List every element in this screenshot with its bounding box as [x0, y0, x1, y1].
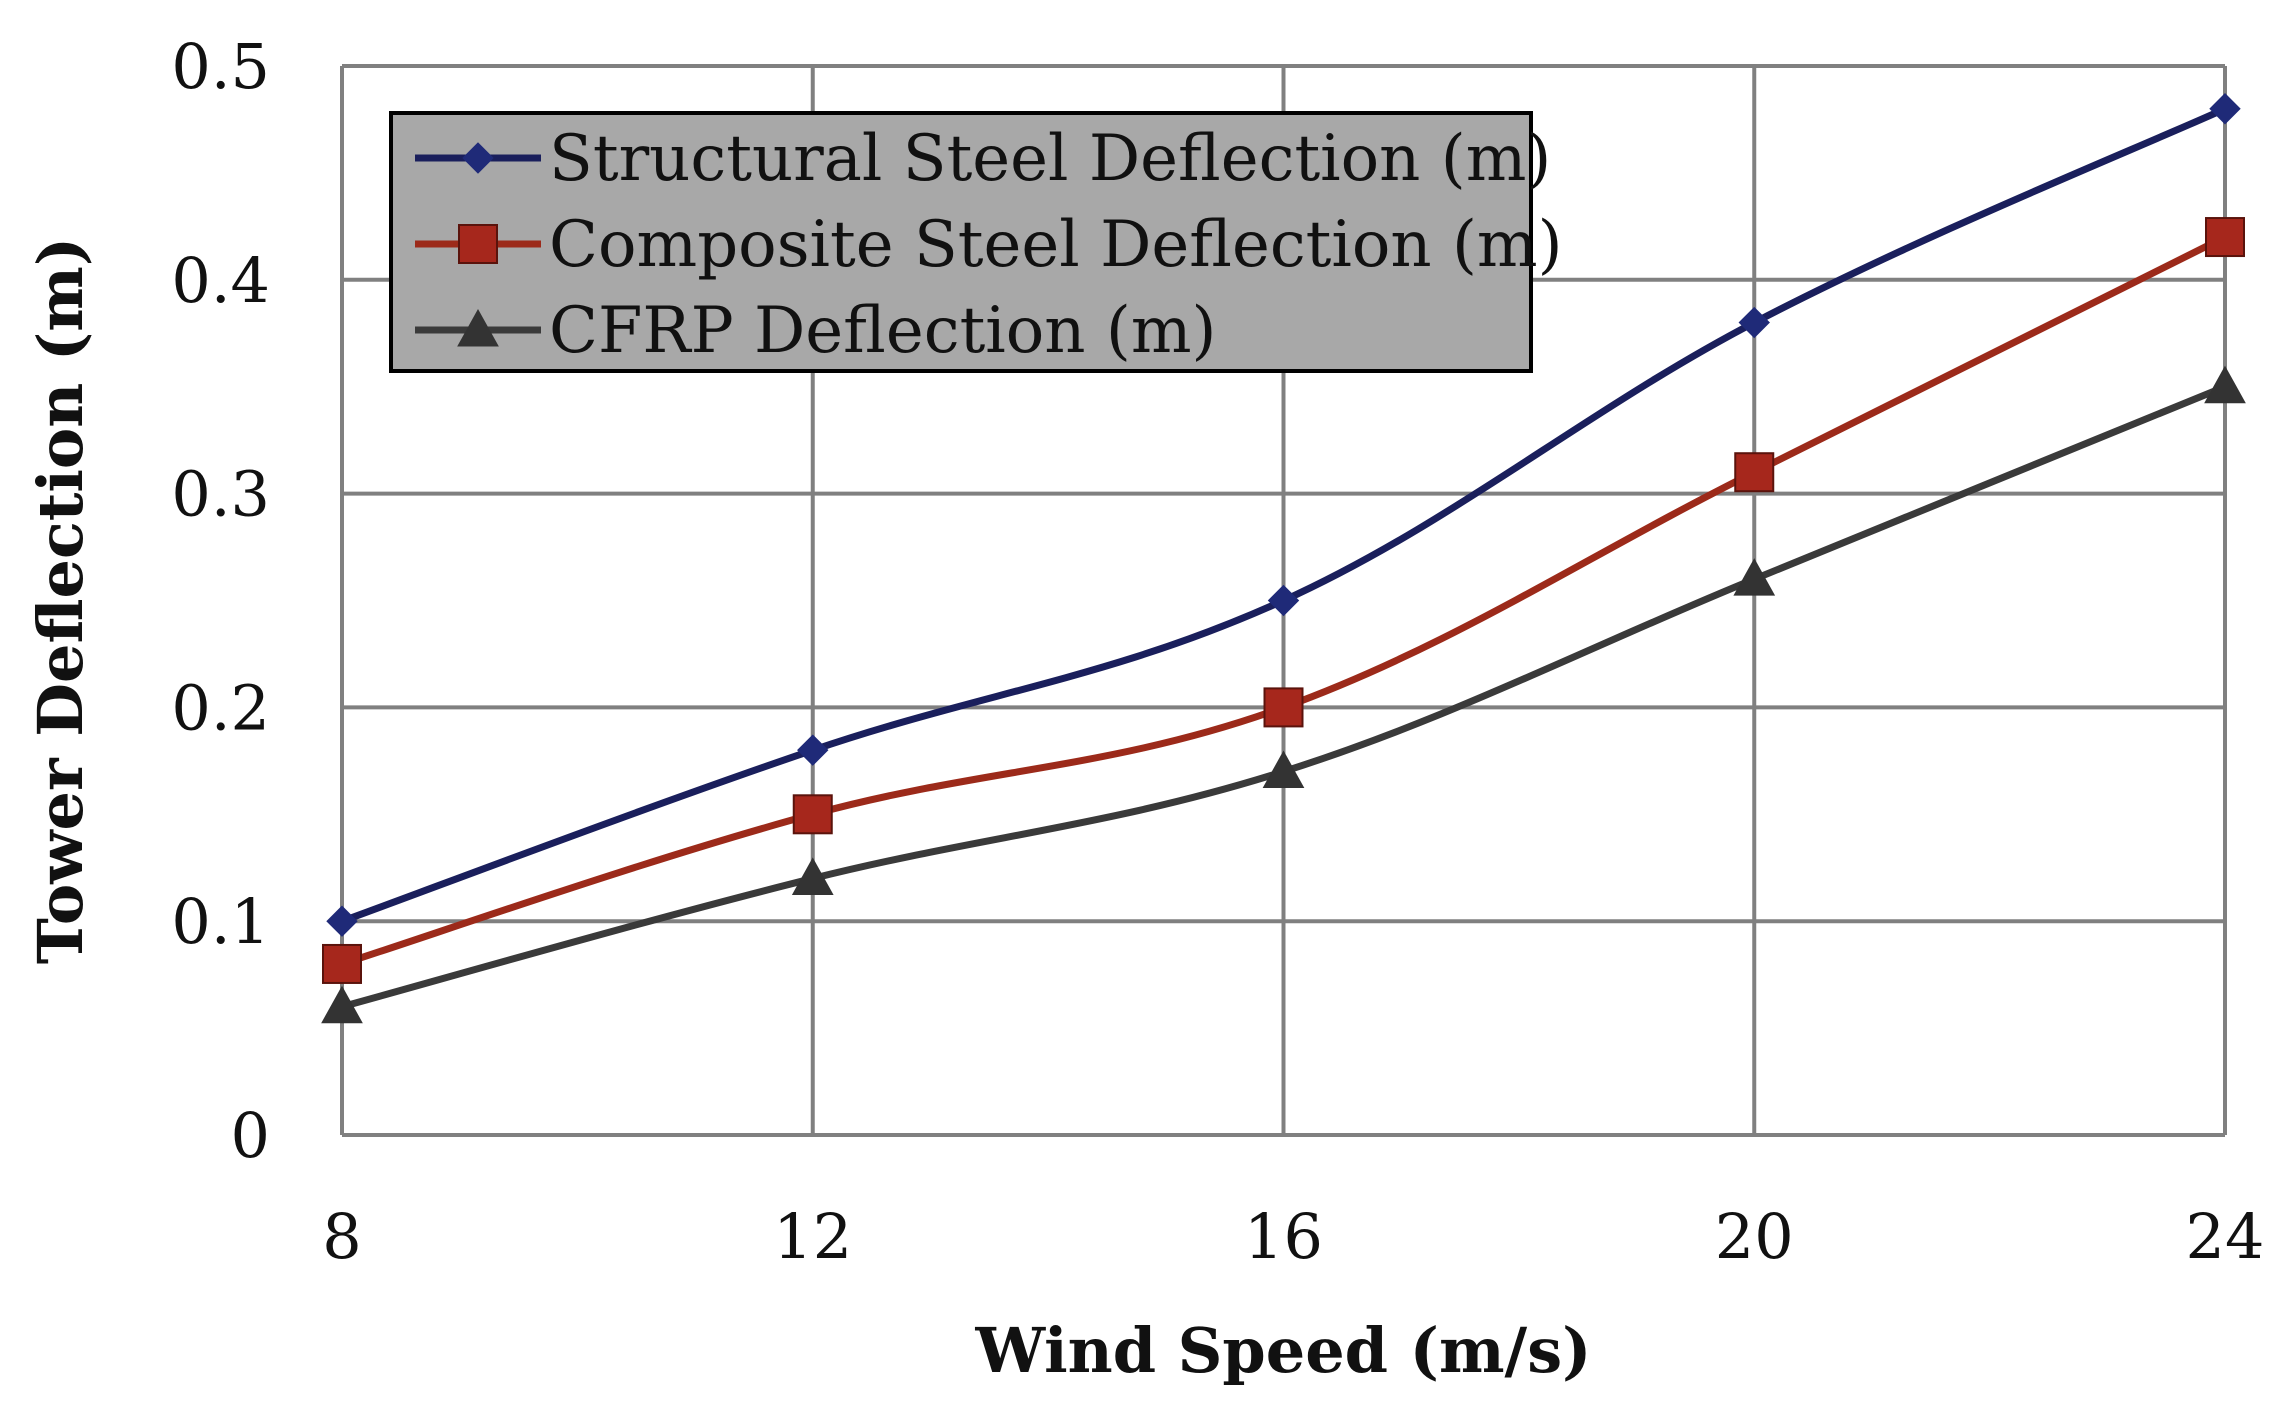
y-axis-ticks: 0 0.1 0.2 0.3 0.4 0.5: [171, 30, 270, 1172]
data-point-diamond: [326, 905, 358, 937]
y-axis-title: Tower Deflection (m): [24, 237, 97, 964]
data-point-diamond: [1738, 306, 1770, 339]
x-tick-label: 20: [1715, 1200, 1794, 1273]
legend-label: Structural Steel Deflection (m): [549, 122, 1551, 196]
data-point-diamond: [797, 734, 829, 766]
legend-label: CFRP Deflection (m): [549, 294, 1216, 368]
data-point-square: [1263, 687, 1304, 728]
x-tick-label: 12: [773, 1200, 852, 1273]
data-point-square: [1734, 452, 1775, 493]
legend-marker-triangle: [457, 308, 499, 347]
legend-item: Composite Steel Deflection (m): [415, 208, 1563, 282]
legend-marker-diamond: [462, 142, 494, 174]
data-point-square: [2205, 217, 2245, 258]
x-tick-label: 16: [1244, 1200, 1323, 1273]
data-point-triangle: [1733, 558, 1776, 596]
data-point-triangle: [791, 857, 834, 895]
y-tick-label: 0.2: [171, 671, 270, 744]
data-point-triangle: [1262, 750, 1305, 789]
y-tick-label: 0.3: [171, 458, 270, 531]
series-markers: [321, 93, 2246, 1024]
x-tick-label: 8: [322, 1200, 361, 1273]
y-tick-label: 0: [231, 1099, 270, 1172]
data-point-diamond: [1267, 584, 1300, 617]
legend: Structural Steel Deflection (m) Composite…: [389, 111, 1563, 373]
y-tick-label: 0.5: [171, 30, 270, 103]
data-point-diamond: [2209, 93, 2241, 125]
data-point-triangle: [321, 985, 363, 1024]
legend-items: Structural Steel Deflection (m) Composite…: [415, 122, 1563, 368]
x-axis-title: Wind Speed (m/s): [975, 1314, 1592, 1387]
data-point-triangle: [2204, 365, 2246, 404]
legend-label: Composite Steel Deflection (m): [549, 208, 1563, 282]
legend-marker-square: [458, 224, 498, 264]
legend-item: CFRP Deflection (m): [415, 294, 1216, 368]
x-axis-ticks: 8 12 16 20 24: [322, 1200, 2264, 1273]
data-point-square: [322, 943, 362, 984]
x-tick-label: 24: [2186, 1200, 2265, 1273]
legend-box: [389, 111, 1533, 373]
y-tick-label: 0.1: [171, 885, 270, 958]
y-tick-label: 0.4: [171, 244, 270, 317]
legend-item: Structural Steel Deflection (m): [415, 122, 1551, 196]
data-point-square: [792, 794, 833, 835]
